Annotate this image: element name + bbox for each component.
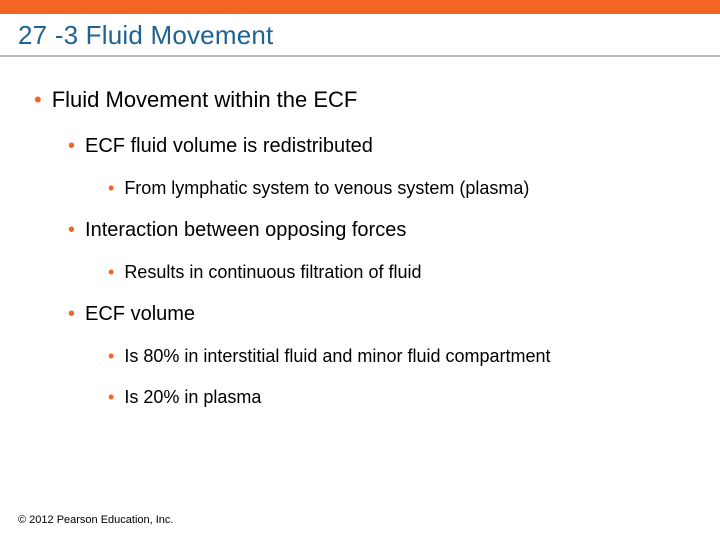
bullet-text: ECF fluid volume is redistributed [85, 135, 373, 157]
bullet-lvl3: • From lymphatic system to venous system … [24, 178, 696, 199]
bullet-text: Results in continuous filtration of flui… [124, 262, 421, 282]
bullet-marker: • [108, 387, 114, 407]
bullet-lvl2: • Interaction between opposing forces [24, 219, 696, 242]
bullet-text: Is 80% in interstitial fluid and minor f… [124, 346, 550, 366]
copyright-text: © 2012 Pearson Education, Inc. [18, 514, 173, 526]
bullet-lvl3: • Is 20% in plasma [24, 387, 696, 408]
bullet-lvl2: • ECF fluid volume is redistributed [24, 135, 696, 158]
bullet-text: Fluid Movement within the ECF [52, 87, 358, 112]
bullet-marker: • [108, 262, 114, 282]
bullet-marker: • [34, 87, 42, 112]
bullet-lvl3: • Results in continuous filtration of flu… [24, 262, 696, 283]
content-area: • Fluid Movement within the ECF • ECF flui… [0, 57, 720, 408]
bullet-lvl3: • Is 80% in interstitial fluid and minor … [24, 346, 696, 367]
bullet-marker: • [68, 219, 75, 241]
bullet-marker: • [108, 178, 114, 198]
bullet-marker: • [68, 303, 75, 325]
bullet-text: Is 20% in plasma [124, 387, 261, 407]
bullet-lvl2: • ECF volume [24, 303, 696, 326]
bullet-lvl1: • Fluid Movement within the ECF [24, 87, 696, 113]
bullet-text: ECF volume [85, 303, 195, 325]
bullet-text: From lymphatic system to venous system (… [124, 178, 529, 198]
slide-title: 27 -3 Fluid Movement [0, 14, 720, 55]
slide: 27 -3 Fluid Movement • Fluid Movement wit… [0, 0, 720, 540]
bullet-marker: • [68, 135, 75, 157]
bullet-marker: • [108, 346, 114, 366]
bullet-text: Interaction between opposing forces [85, 219, 406, 241]
top-accent-bar [0, 0, 720, 14]
